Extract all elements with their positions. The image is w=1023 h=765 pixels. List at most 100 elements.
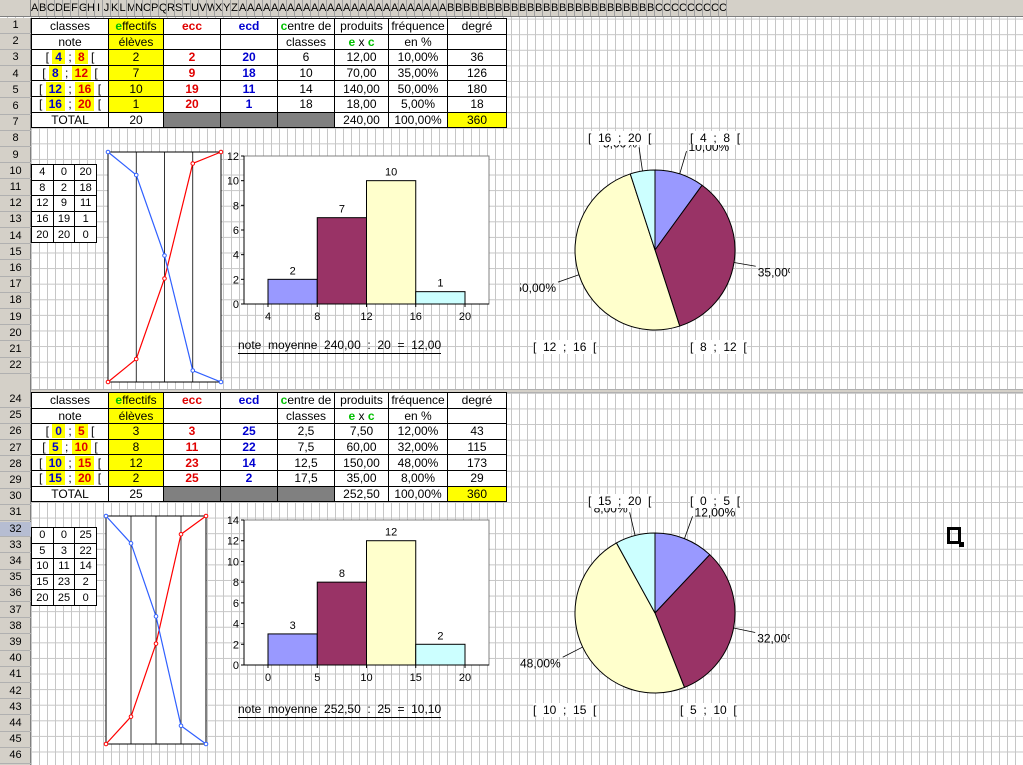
class-interval[interactable]: [ 10 ; 15 [ xyxy=(31,454,109,471)
class-interval[interactable]: [ 8 ; 12 [ xyxy=(31,64,109,82)
column-header[interactable]: AO xyxy=(351,0,359,16)
column-header[interactable]: AY xyxy=(431,0,439,16)
column-header[interactable]: BI xyxy=(511,0,519,16)
cumulative-cell[interactable]: 0 xyxy=(31,527,54,544)
cell-degre[interactable]: 29 xyxy=(447,469,507,487)
header-exc[interactable]: e x c xyxy=(334,407,389,425)
column-header[interactable]: O xyxy=(143,0,151,16)
column-header[interactable]: BL xyxy=(535,0,543,16)
cumulative-cell[interactable]: 23 xyxy=(52,573,76,591)
cumulative-cell[interactable]: 5 xyxy=(31,542,54,560)
cumulative-cell[interactable]: 19 xyxy=(52,210,76,228)
row-header[interactable]: 16 xyxy=(0,261,31,277)
row-header[interactable]: 24 xyxy=(0,392,31,408)
cell-effectif[interactable]: 2 xyxy=(108,49,164,66)
cumulative-cell[interactable]: 2 xyxy=(74,573,97,591)
column-header[interactable]: AA xyxy=(239,0,247,16)
column-header[interactable]: CB xyxy=(663,0,671,16)
row-header[interactable]: 15 xyxy=(0,245,31,261)
row-header[interactable]: 32 xyxy=(0,521,31,538)
column-headers[interactable]: ABCDEFGHIJKLMNOPQRSTUVWXYZAAABACADAEAFAG… xyxy=(0,0,1023,17)
column-header[interactable]: K xyxy=(111,0,119,16)
column-header[interactable]: D xyxy=(55,0,63,16)
header-classes-2[interactable]: classes xyxy=(277,33,335,51)
column-header[interactable]: AN xyxy=(343,0,351,16)
row-header[interactable]: 39 xyxy=(0,635,31,651)
cell-produit[interactable]: 12,00 xyxy=(334,49,389,66)
header-effectifs[interactable]: effectifs xyxy=(108,18,164,35)
header-classes-2[interactable]: classes xyxy=(277,407,335,425)
header-note[interactable]: note xyxy=(31,33,109,51)
cell-frequence[interactable]: 50,00% xyxy=(388,80,448,97)
row-header[interactable]: 18 xyxy=(0,293,31,309)
header-classes[interactable]: classes xyxy=(31,18,109,35)
cell-frequence[interactable]: 32,00% xyxy=(388,438,448,456)
class-interval[interactable]: [ 5 ; 10 [ xyxy=(31,438,109,456)
column-header[interactable]: BS xyxy=(591,0,599,16)
cumulative-cell[interactable]: 25 xyxy=(52,589,76,606)
row-header[interactable]: 40 xyxy=(0,651,31,667)
cell-ecc[interactable]: 25 xyxy=(163,469,221,487)
column-header[interactable]: R xyxy=(167,0,175,16)
column-header[interactable]: CE xyxy=(687,0,695,16)
column-header[interactable]: BB xyxy=(455,0,463,16)
row-header[interactable]: 27 xyxy=(0,441,31,457)
row-header[interactable]: 44 xyxy=(0,716,31,732)
column-header[interactable]: AX xyxy=(423,0,431,16)
column-header[interactable]: BH xyxy=(503,0,511,16)
column-header[interactable]: AV xyxy=(407,0,415,16)
column-header[interactable]: BX xyxy=(631,0,639,16)
total-label[interactable]: TOTAL xyxy=(31,111,109,129)
header-frequence[interactable]: fréquence xyxy=(388,392,448,409)
column-header[interactable]: AT xyxy=(391,0,399,16)
column-header[interactable]: Y xyxy=(223,0,231,16)
row-header[interactable]: 30 xyxy=(0,489,31,505)
cell-produit[interactable]: 7,50 xyxy=(334,423,389,440)
row-header[interactable]: 26 xyxy=(0,424,31,440)
pane-splitter[interactable] xyxy=(31,389,1023,393)
cell-effectif[interactable]: 3 xyxy=(108,423,164,440)
header-centre[interactable]: centre de xyxy=(277,18,335,35)
column-header[interactable]: CG xyxy=(703,0,711,16)
column-header[interactable]: CF xyxy=(695,0,703,16)
pie-chart-1[interactable]: 10,00%35,00%50,00%5,00% xyxy=(520,125,790,360)
pie-chart-2[interactable]: 12,00%32,00%48,00%8,00% xyxy=(520,488,790,723)
column-header[interactable]: BW xyxy=(623,0,631,16)
cell-frequence[interactable]: 48,00% xyxy=(388,454,448,471)
column-header[interactable]: Q xyxy=(159,0,167,16)
cell[interactable] xyxy=(447,33,507,51)
column-header[interactable]: AM xyxy=(335,0,343,16)
row-header[interactable]: 37 xyxy=(0,603,31,619)
column-header[interactable]: AU xyxy=(399,0,407,16)
cumulative-cell[interactable]: 20 xyxy=(31,589,54,606)
row-header[interactable]: 29 xyxy=(0,473,31,489)
cell-frequence[interactable]: 5,00% xyxy=(388,95,448,113)
cumulative-cell[interactable]: 22 xyxy=(74,542,97,560)
column-header[interactable]: CA xyxy=(655,0,663,16)
cumulative-cell[interactable]: 15 xyxy=(31,573,54,591)
header-eleves[interactable]: élèves xyxy=(108,407,164,425)
column-header[interactable]: BD xyxy=(471,0,479,16)
class-interval[interactable]: [ 15 ; 20 [ xyxy=(31,469,109,487)
row-header[interactable]: 1 xyxy=(0,18,31,34)
header-note[interactable]: note xyxy=(31,407,109,425)
row-header[interactable]: 20 xyxy=(0,326,31,342)
column-header[interactable]: S xyxy=(175,0,183,16)
cumulative-cell[interactable]: 10 xyxy=(31,558,54,575)
cumulative-cell[interactable]: 0 xyxy=(74,589,97,606)
cell[interactable] xyxy=(163,485,221,503)
cell-centre[interactable]: 17,5 xyxy=(277,469,335,487)
cell-produit[interactable]: 35,00 xyxy=(334,469,389,487)
cell-centre[interactable]: 14 xyxy=(277,80,335,97)
cumulative-cell[interactable]: 14 xyxy=(74,558,97,575)
cell[interactable] xyxy=(277,111,335,129)
cell-ecc[interactable]: 20 xyxy=(163,95,221,113)
cell-ecd[interactable]: 18 xyxy=(220,64,278,82)
header-ecc[interactable]: ecc xyxy=(163,18,221,35)
row-header[interactable]: 13 xyxy=(0,212,31,228)
cumulative-cell[interactable]: 0 xyxy=(52,164,76,181)
row-header[interactable]: 6 xyxy=(0,99,31,115)
cumulative-line-chart-2[interactable] xyxy=(100,512,210,750)
cumulative-cell[interactable]: 12 xyxy=(31,195,54,212)
cell-frequence[interactable]: 8,00% xyxy=(388,469,448,487)
